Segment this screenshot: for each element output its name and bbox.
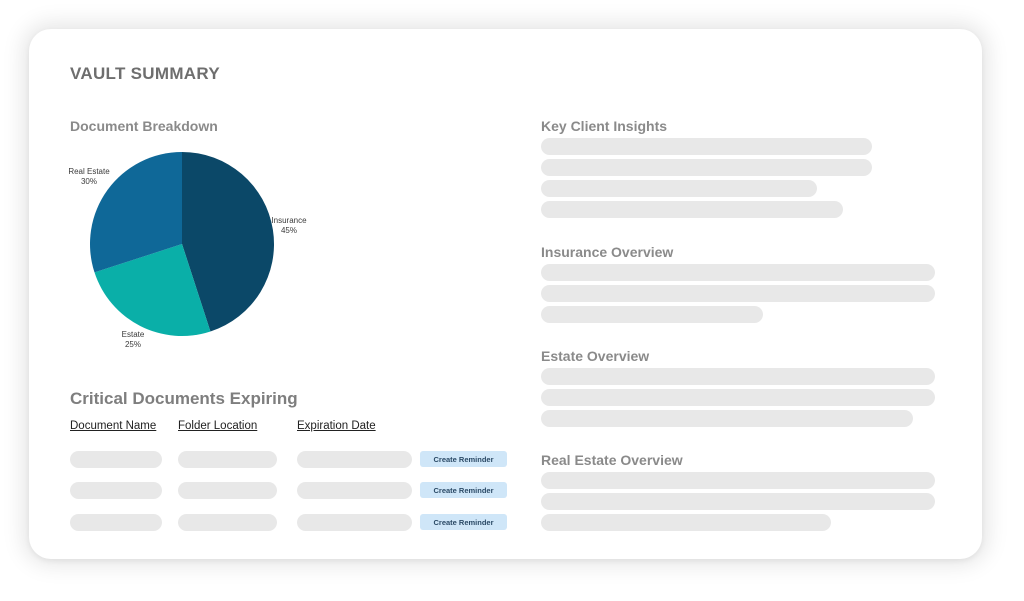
insurance-text-placeholder <box>541 306 763 323</box>
insurance-overview-heading: Insurance Overview <box>541 244 674 260</box>
real-estate-text-placeholder <box>541 472 935 489</box>
insight-text-placeholder <box>541 201 843 218</box>
insurance-text-placeholder <box>541 285 935 302</box>
insight-text-placeholder <box>541 159 872 176</box>
pie-slice-estate <box>94 244 211 337</box>
pie-label-estate-value: 25% <box>125 340 141 349</box>
create-reminder-button[interactable]: Create Reminder <box>420 451 507 467</box>
estate-text-placeholder <box>541 368 935 385</box>
column-header-folder-location[interactable]: Folder Location <box>178 420 258 432</box>
document-name-placeholder <box>70 482 162 499</box>
key-client-insights-heading: Key Client Insights <box>541 118 668 134</box>
estate-text-placeholder <box>541 410 913 427</box>
expiration-date-placeholder <box>297 514 412 531</box>
page-title: VAULT SUMMARY <box>70 64 220 83</box>
create-reminder-button[interactable]: Create Reminder <box>420 514 507 530</box>
pie-label-real-estate-value: 30% <box>81 177 97 186</box>
pie-label-insurance-value: 45% <box>281 226 297 235</box>
document-breakdown-pie-chart: Insurance 45% Estate 25% Real Estate 30% <box>60 140 350 360</box>
create-reminder-button[interactable]: Create Reminder <box>420 482 507 498</box>
document-name-placeholder <box>70 451 162 468</box>
folder-location-placeholder <box>178 514 277 531</box>
real-estate-text-placeholder <box>541 514 831 531</box>
folder-location-placeholder <box>178 482 277 499</box>
pie-chart-svg: Insurance 45% Estate 25% Real Estate 30% <box>68 151 307 349</box>
critical-documents-heading: Critical Documents Expiring <box>70 389 298 408</box>
real-estate-overview-heading: Real Estate Overview <box>541 452 683 468</box>
pie-slice-insurance <box>182 152 275 332</box>
insight-text-placeholder <box>541 180 817 197</box>
pie-label-insurance-name: Insurance <box>271 216 307 225</box>
insight-text-placeholder <box>541 138 872 155</box>
column-header-document-name[interactable]: Document Name <box>70 420 157 432</box>
pie-slice-real-estate <box>89 151 182 273</box>
estate-overview-heading: Estate Overview <box>541 348 650 364</box>
expiration-date-placeholder <box>297 451 412 468</box>
column-header-expiration-date[interactable]: Expiration Date <box>297 420 376 432</box>
pie-label-real-estate-name: Real Estate <box>68 167 110 176</box>
insurance-text-placeholder <box>541 264 935 281</box>
document-breakdown-heading: Document Breakdown <box>70 118 218 134</box>
pie-label-estate-name: Estate <box>122 330 145 339</box>
expiration-date-placeholder <box>297 482 412 499</box>
document-name-placeholder <box>70 514 162 531</box>
folder-location-placeholder <box>178 451 277 468</box>
estate-text-placeholder <box>541 389 935 406</box>
real-estate-text-placeholder <box>541 493 935 510</box>
